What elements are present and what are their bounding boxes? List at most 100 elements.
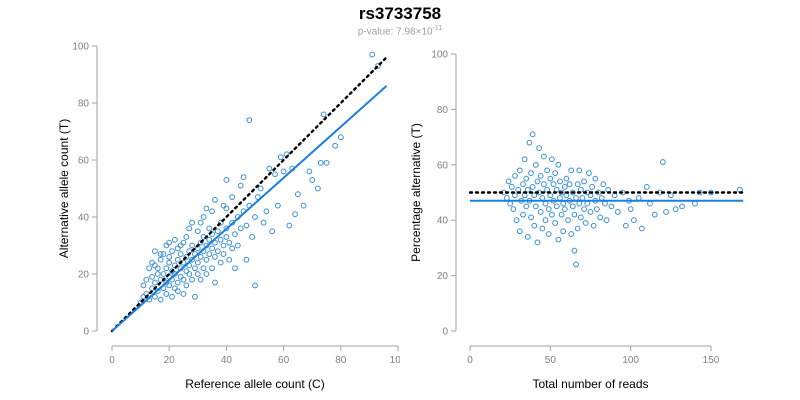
data-point xyxy=(209,245,216,252)
data-point xyxy=(229,245,236,252)
data-point xyxy=(337,134,344,141)
data-point xyxy=(552,220,559,226)
data-point xyxy=(223,177,230,183)
data-point xyxy=(217,236,224,243)
data-point xyxy=(252,214,258,220)
data-point xyxy=(627,206,634,213)
data-point xyxy=(553,203,560,210)
data-point xyxy=(579,195,586,201)
chart-title: rs3733758 xyxy=(358,4,442,23)
data-point xyxy=(237,225,244,232)
data-point xyxy=(598,195,605,201)
data-point xyxy=(524,186,531,193)
data-point xyxy=(197,254,204,260)
data-point xyxy=(192,293,198,300)
data-point xyxy=(189,219,195,226)
data-point xyxy=(220,242,227,249)
data-point xyxy=(505,178,512,185)
data-point xyxy=(504,195,510,201)
data-point xyxy=(154,265,161,272)
data-point xyxy=(269,228,276,235)
data-point xyxy=(169,248,175,255)
x-tick-label: 100 xyxy=(622,355,639,366)
data-point xyxy=(581,178,587,185)
data-point xyxy=(183,268,190,275)
x-tick-label: 80 xyxy=(335,355,347,366)
data-point xyxy=(532,161,539,168)
p-value-label: p-value: 7.98×10-11 xyxy=(0,25,800,37)
y-tick-label: 0 xyxy=(83,327,89,338)
scatter-plot-percentage: 0 50 100 150 0 20 40 60 80 100 Total number of rea… xyxy=(409,50,745,391)
data-point xyxy=(163,265,170,272)
data-point xyxy=(574,225,581,232)
data-point xyxy=(160,271,167,277)
data-point xyxy=(577,214,584,221)
data-point xyxy=(174,279,181,286)
x-tick-label: 0 xyxy=(467,355,473,366)
data-point xyxy=(146,265,153,272)
data-point xyxy=(544,167,551,174)
x-axis-title: Total number of reads xyxy=(532,377,648,391)
y-axis-title: Alternative allele count (T) xyxy=(57,119,71,258)
data-point xyxy=(576,167,583,174)
data-point xyxy=(555,236,562,243)
data-point xyxy=(183,234,190,240)
data-point xyxy=(203,256,210,263)
data-point xyxy=(529,131,536,138)
data-point xyxy=(174,256,181,263)
data-point xyxy=(589,184,596,190)
x-axis-title: Reference allele count (C) xyxy=(185,377,324,391)
data-point xyxy=(300,202,307,209)
data-point xyxy=(223,205,230,212)
data-point xyxy=(528,170,534,177)
data-point xyxy=(545,206,552,213)
data-point xyxy=(571,247,578,254)
data-point xyxy=(263,208,270,215)
data-point xyxy=(249,234,256,240)
data-point xyxy=(180,239,187,246)
data-point xyxy=(542,200,549,207)
data-point xyxy=(541,153,547,160)
data-point xyxy=(189,256,195,263)
data-point xyxy=(590,222,597,229)
data-point xyxy=(568,167,575,174)
data-point xyxy=(552,170,559,177)
data-point xyxy=(574,181,581,188)
data-point xyxy=(214,228,221,235)
data-point xyxy=(166,259,173,266)
data-point xyxy=(209,265,216,272)
x-tick-label: 50 xyxy=(545,355,557,366)
data-point xyxy=(206,236,213,243)
data-point xyxy=(200,214,207,220)
data-point xyxy=(643,184,650,190)
data-point xyxy=(555,161,562,168)
x-tick-label: 100 xyxy=(390,355,400,366)
data-point xyxy=(257,185,264,192)
data-point xyxy=(280,168,287,175)
data-point xyxy=(152,279,158,286)
data-point xyxy=(180,291,187,297)
data-point xyxy=(571,211,578,218)
data-point xyxy=(659,159,666,165)
data-point xyxy=(561,206,568,213)
data-point xyxy=(523,203,530,210)
data-point xyxy=(569,189,576,196)
data-point xyxy=(369,51,376,58)
data-point xyxy=(203,271,210,277)
data-point xyxy=(557,178,563,185)
data-point xyxy=(240,174,247,181)
data-point xyxy=(569,203,576,210)
data-point xyxy=(584,200,591,207)
data-point xyxy=(229,194,236,200)
data-point xyxy=(163,242,170,249)
data-point xyxy=(534,239,541,246)
data-point xyxy=(581,206,587,213)
p-value-exponent: -11 xyxy=(432,25,443,32)
data-point xyxy=(220,202,227,209)
data-point xyxy=(528,214,534,221)
data-point xyxy=(174,288,181,295)
data-point xyxy=(563,175,570,182)
fit-line xyxy=(111,85,388,332)
data-point xyxy=(292,211,298,218)
data-point xyxy=(568,231,575,237)
